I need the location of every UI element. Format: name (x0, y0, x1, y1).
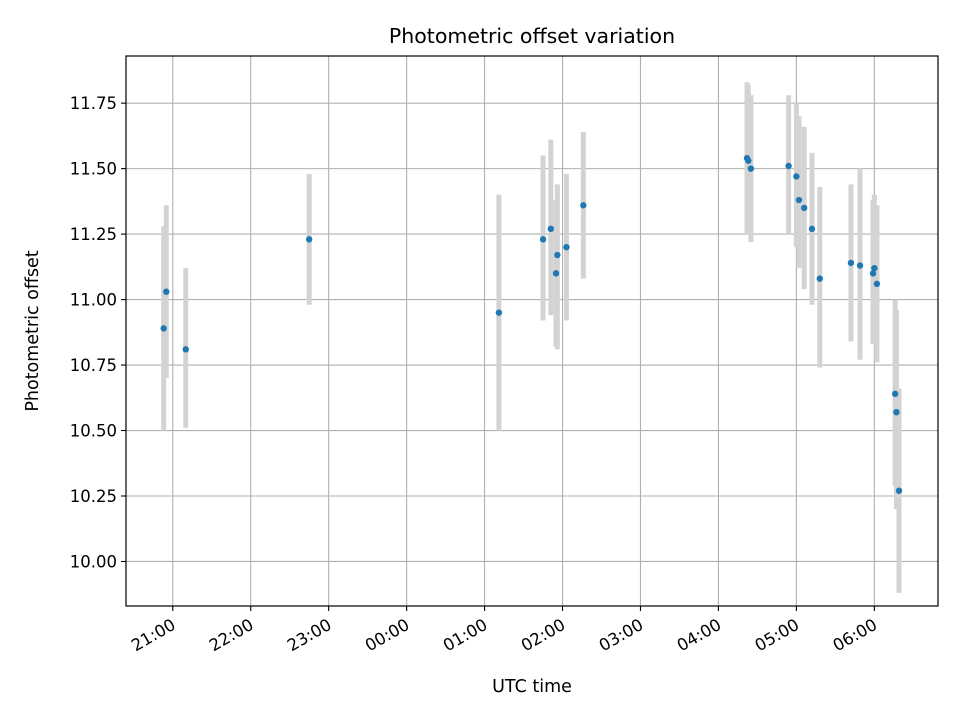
data-point (163, 288, 170, 295)
data-point (893, 408, 900, 416)
data-point (895, 487, 903, 494)
data-points (160, 154, 903, 494)
chart-title: Photometric offset variation (389, 24, 675, 48)
grid (126, 56, 938, 606)
data-point (800, 204, 808, 212)
data-point (785, 162, 792, 170)
data-point (305, 236, 313, 243)
data-point (495, 309, 503, 316)
y-tick-label: 10.50 (70, 422, 117, 441)
data-point (871, 264, 878, 272)
data-point (539, 236, 547, 243)
y-tick-label: 10.00 (70, 552, 117, 571)
data-point (552, 270, 560, 277)
data-point (554, 251, 561, 259)
data-point (547, 225, 555, 233)
data-point (563, 243, 570, 251)
data-point (580, 202, 587, 209)
data-point (795, 196, 803, 204)
y-tick-label: 11.75 (70, 94, 117, 113)
y-tick-label: 10.75 (70, 356, 117, 375)
data-point (816, 275, 823, 282)
data-point (182, 346, 189, 353)
data-point (869, 270, 877, 277)
plot-frame (125, 55, 939, 607)
data-point (747, 165, 755, 172)
data-point (745, 157, 752, 164)
data-point (891, 390, 899, 398)
x-axis-label: UTC time (492, 677, 572, 697)
y-tick-label: 11.00 (70, 291, 117, 310)
data-point (856, 262, 864, 269)
y-tick-label: 11.25 (70, 225, 117, 244)
data-point (808, 225, 816, 233)
data-point (873, 280, 881, 288)
data-point (847, 259, 855, 267)
y-tick-label: 10.25 (70, 487, 117, 506)
data-point (793, 173, 800, 180)
y-axis-label: Photometric offset (23, 250, 43, 411)
y-tick-label: 11.50 (70, 160, 117, 179)
data-point (160, 325, 167, 332)
